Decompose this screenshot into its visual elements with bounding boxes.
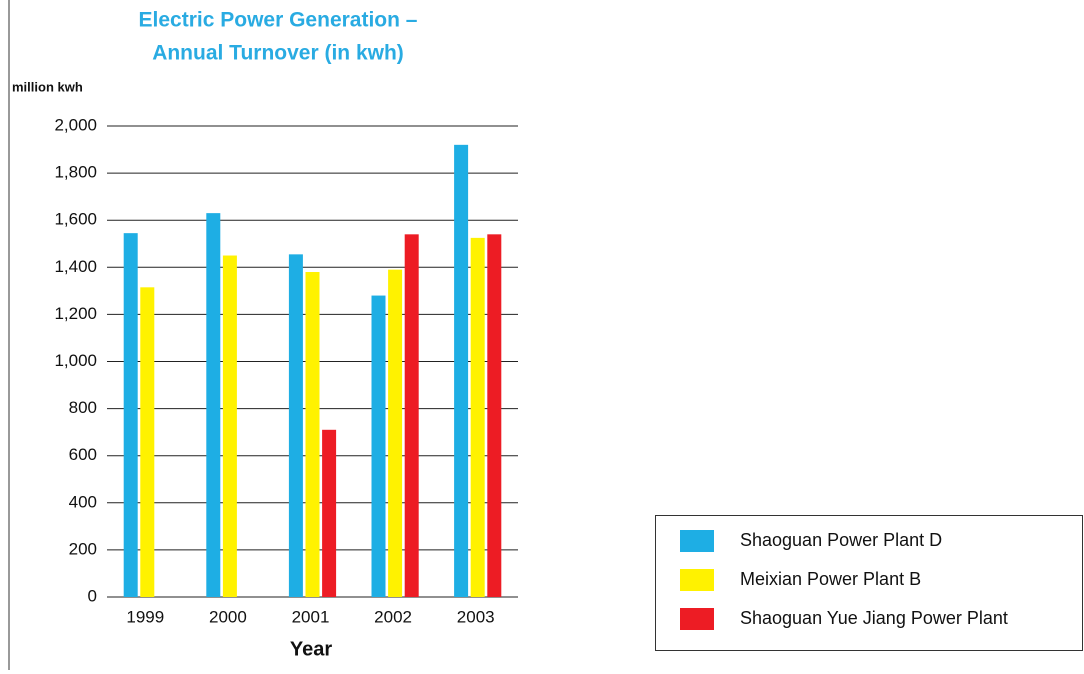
legend-label: Shaoguan Power Plant D [740, 530, 942, 550]
x-tick-label: 2003 [457, 607, 495, 626]
legend-swatch [680, 608, 714, 630]
bar [123, 233, 138, 597]
y-tick-label: 2,000 [54, 115, 97, 134]
y-tick-label: 1,200 [54, 304, 97, 323]
legend-swatch [680, 530, 714, 552]
y-tick-label: 1,400 [54, 257, 97, 276]
y-tick-label: 1,800 [54, 163, 97, 182]
bar [470, 237, 485, 598]
bar [288, 254, 303, 597]
y-tick-label: 400 [69, 492, 97, 511]
bar [322, 429, 337, 597]
y-axis-label: million kwh [12, 79, 83, 94]
bar [222, 255, 237, 597]
legend-label: Shaoguan Yue Jiang Power Plant [740, 608, 1008, 628]
x-axis-label: Year [290, 638, 332, 660]
bar [371, 295, 386, 597]
y-tick-label: 0 [88, 586, 97, 605]
bar [487, 234, 502, 597]
bar [206, 213, 221, 597]
y-tick-label: 1,000 [54, 351, 97, 370]
bar [454, 144, 469, 597]
bar [404, 234, 419, 597]
legend-label: Meixian Power Plant B [740, 569, 921, 589]
bar [388, 269, 403, 597]
y-tick-label: 200 [69, 539, 97, 558]
y-tick-label: 600 [69, 445, 97, 464]
y-tick-label: 1,600 [54, 210, 97, 229]
bar [140, 287, 155, 597]
x-tick-label: 2001 [292, 607, 330, 626]
y-tick-label: 800 [69, 398, 97, 417]
legend-box [655, 515, 1083, 651]
x-tick-label: 2002 [374, 607, 412, 626]
legend-swatch [680, 569, 714, 591]
chart-title: Annual Turnover (in kwh) [152, 42, 404, 65]
bar [305, 272, 320, 597]
x-tick-label: 1999 [126, 607, 164, 626]
x-tick-label: 2000 [209, 607, 247, 626]
chart-title: Electric Power Generation – [139, 9, 418, 32]
